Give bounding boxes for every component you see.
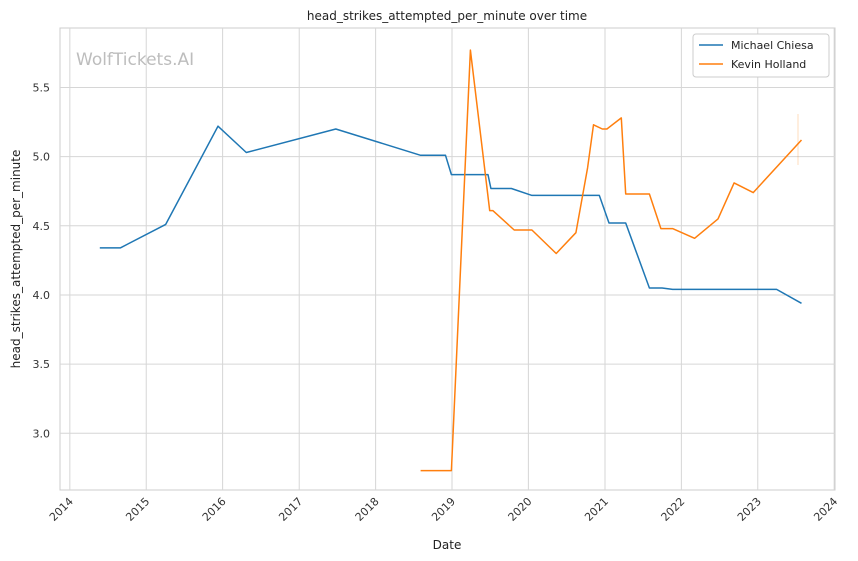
legend-label-kevin-holland: Kevin Holland <box>731 58 806 71</box>
y-gridlines <box>60 86 835 434</box>
legend-box <box>692 33 830 78</box>
x-tick-label: 2014 <box>47 495 76 524</box>
series-line-michael-chiesa <box>99 125 802 304</box>
x-axis-title: Date <box>433 538 462 552</box>
x-tick-label: 2021 <box>582 495 611 524</box>
y-tick-labels: 3.0 3.5 4.0 4.5 5.0 5.5 <box>33 81 51 440</box>
x-tick-labels: 2014 2015 2016 2017 2018 2019 2020 2021 2022 2023… <box>47 495 840 524</box>
series-line-kevin-holland <box>420 49 803 472</box>
y-tick-label: 4.5 <box>33 220 51 233</box>
y-tick-label: 3.5 <box>33 358 51 371</box>
y-tick-label: 5.5 <box>33 81 51 94</box>
plot-area <box>59 27 836 491</box>
x-tick-label: 2016 <box>200 495 229 524</box>
x-tick-label: 2022 <box>659 495 688 524</box>
y-tick-label: 3.0 <box>33 427 51 440</box>
x-gridlines <box>69 28 835 490</box>
chart-title: head_strikes_attempted_per_minute over t… <box>307 9 587 23</box>
x-tick-label: 2019 <box>429 495 458 524</box>
legend: Michael Chiesa Kevin Holland <box>692 33 830 78</box>
x-tick-label: 2017 <box>276 495 305 524</box>
y-tick-label: 4.0 <box>33 289 51 302</box>
legend-label-michael-chiesa: Michael Chiesa <box>731 39 814 52</box>
y-tick-label: 5.0 <box>33 151 51 164</box>
x-tick-label: 2024 <box>811 495 840 524</box>
y-axis-title: head_strikes_attempted_per_minute <box>9 150 23 369</box>
series-layer <box>99 49 803 472</box>
x-tick-label: 2018 <box>353 495 382 524</box>
watermark-text: WolfTickets.AI <box>76 50 194 70</box>
x-tick-label: 2015 <box>123 495 152 524</box>
x-tick-label: 2020 <box>506 495 535 524</box>
x-tick-label: 2023 <box>735 495 764 524</box>
